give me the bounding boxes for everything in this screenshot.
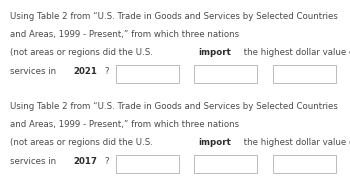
Text: 2021: 2021 — [74, 67, 97, 76]
Text: (not areas or regions did the U.S.: (not areas or regions did the U.S. — [10, 138, 156, 147]
FancyBboxPatch shape — [116, 65, 178, 83]
Text: Using Table 2 from “U.S. Trade in Goods and Services by Selected Countries: Using Table 2 from “U.S. Trade in Goods … — [10, 12, 338, 21]
Text: Using Table 2 from “U.S. Trade in Goods and Services by Selected Countries: Using Table 2 from “U.S. Trade in Goods … — [10, 102, 338, 111]
Text: import: import — [198, 138, 231, 147]
Text: the highest dollar value of goods and: the highest dollar value of goods and — [241, 48, 350, 57]
FancyBboxPatch shape — [273, 65, 336, 83]
Text: the highest dollar value of goods and: the highest dollar value of goods and — [241, 138, 350, 147]
FancyBboxPatch shape — [273, 155, 336, 173]
Text: import: import — [198, 48, 231, 57]
Text: services in: services in — [10, 67, 60, 76]
Text: and Areas, 1999 - Present,” from which three nations: and Areas, 1999 - Present,” from which t… — [10, 30, 240, 39]
Text: (not areas or regions did the U.S.: (not areas or regions did the U.S. — [10, 48, 156, 57]
Text: ?: ? — [105, 157, 109, 165]
Text: and Areas, 1999 - Present,” from which three nations: and Areas, 1999 - Present,” from which t… — [10, 120, 240, 129]
Text: ?: ? — [104, 67, 109, 76]
FancyBboxPatch shape — [194, 65, 257, 83]
FancyBboxPatch shape — [116, 155, 178, 173]
FancyBboxPatch shape — [194, 155, 257, 173]
Text: 2017: 2017 — [74, 157, 98, 165]
Text: services in: services in — [10, 157, 60, 165]
